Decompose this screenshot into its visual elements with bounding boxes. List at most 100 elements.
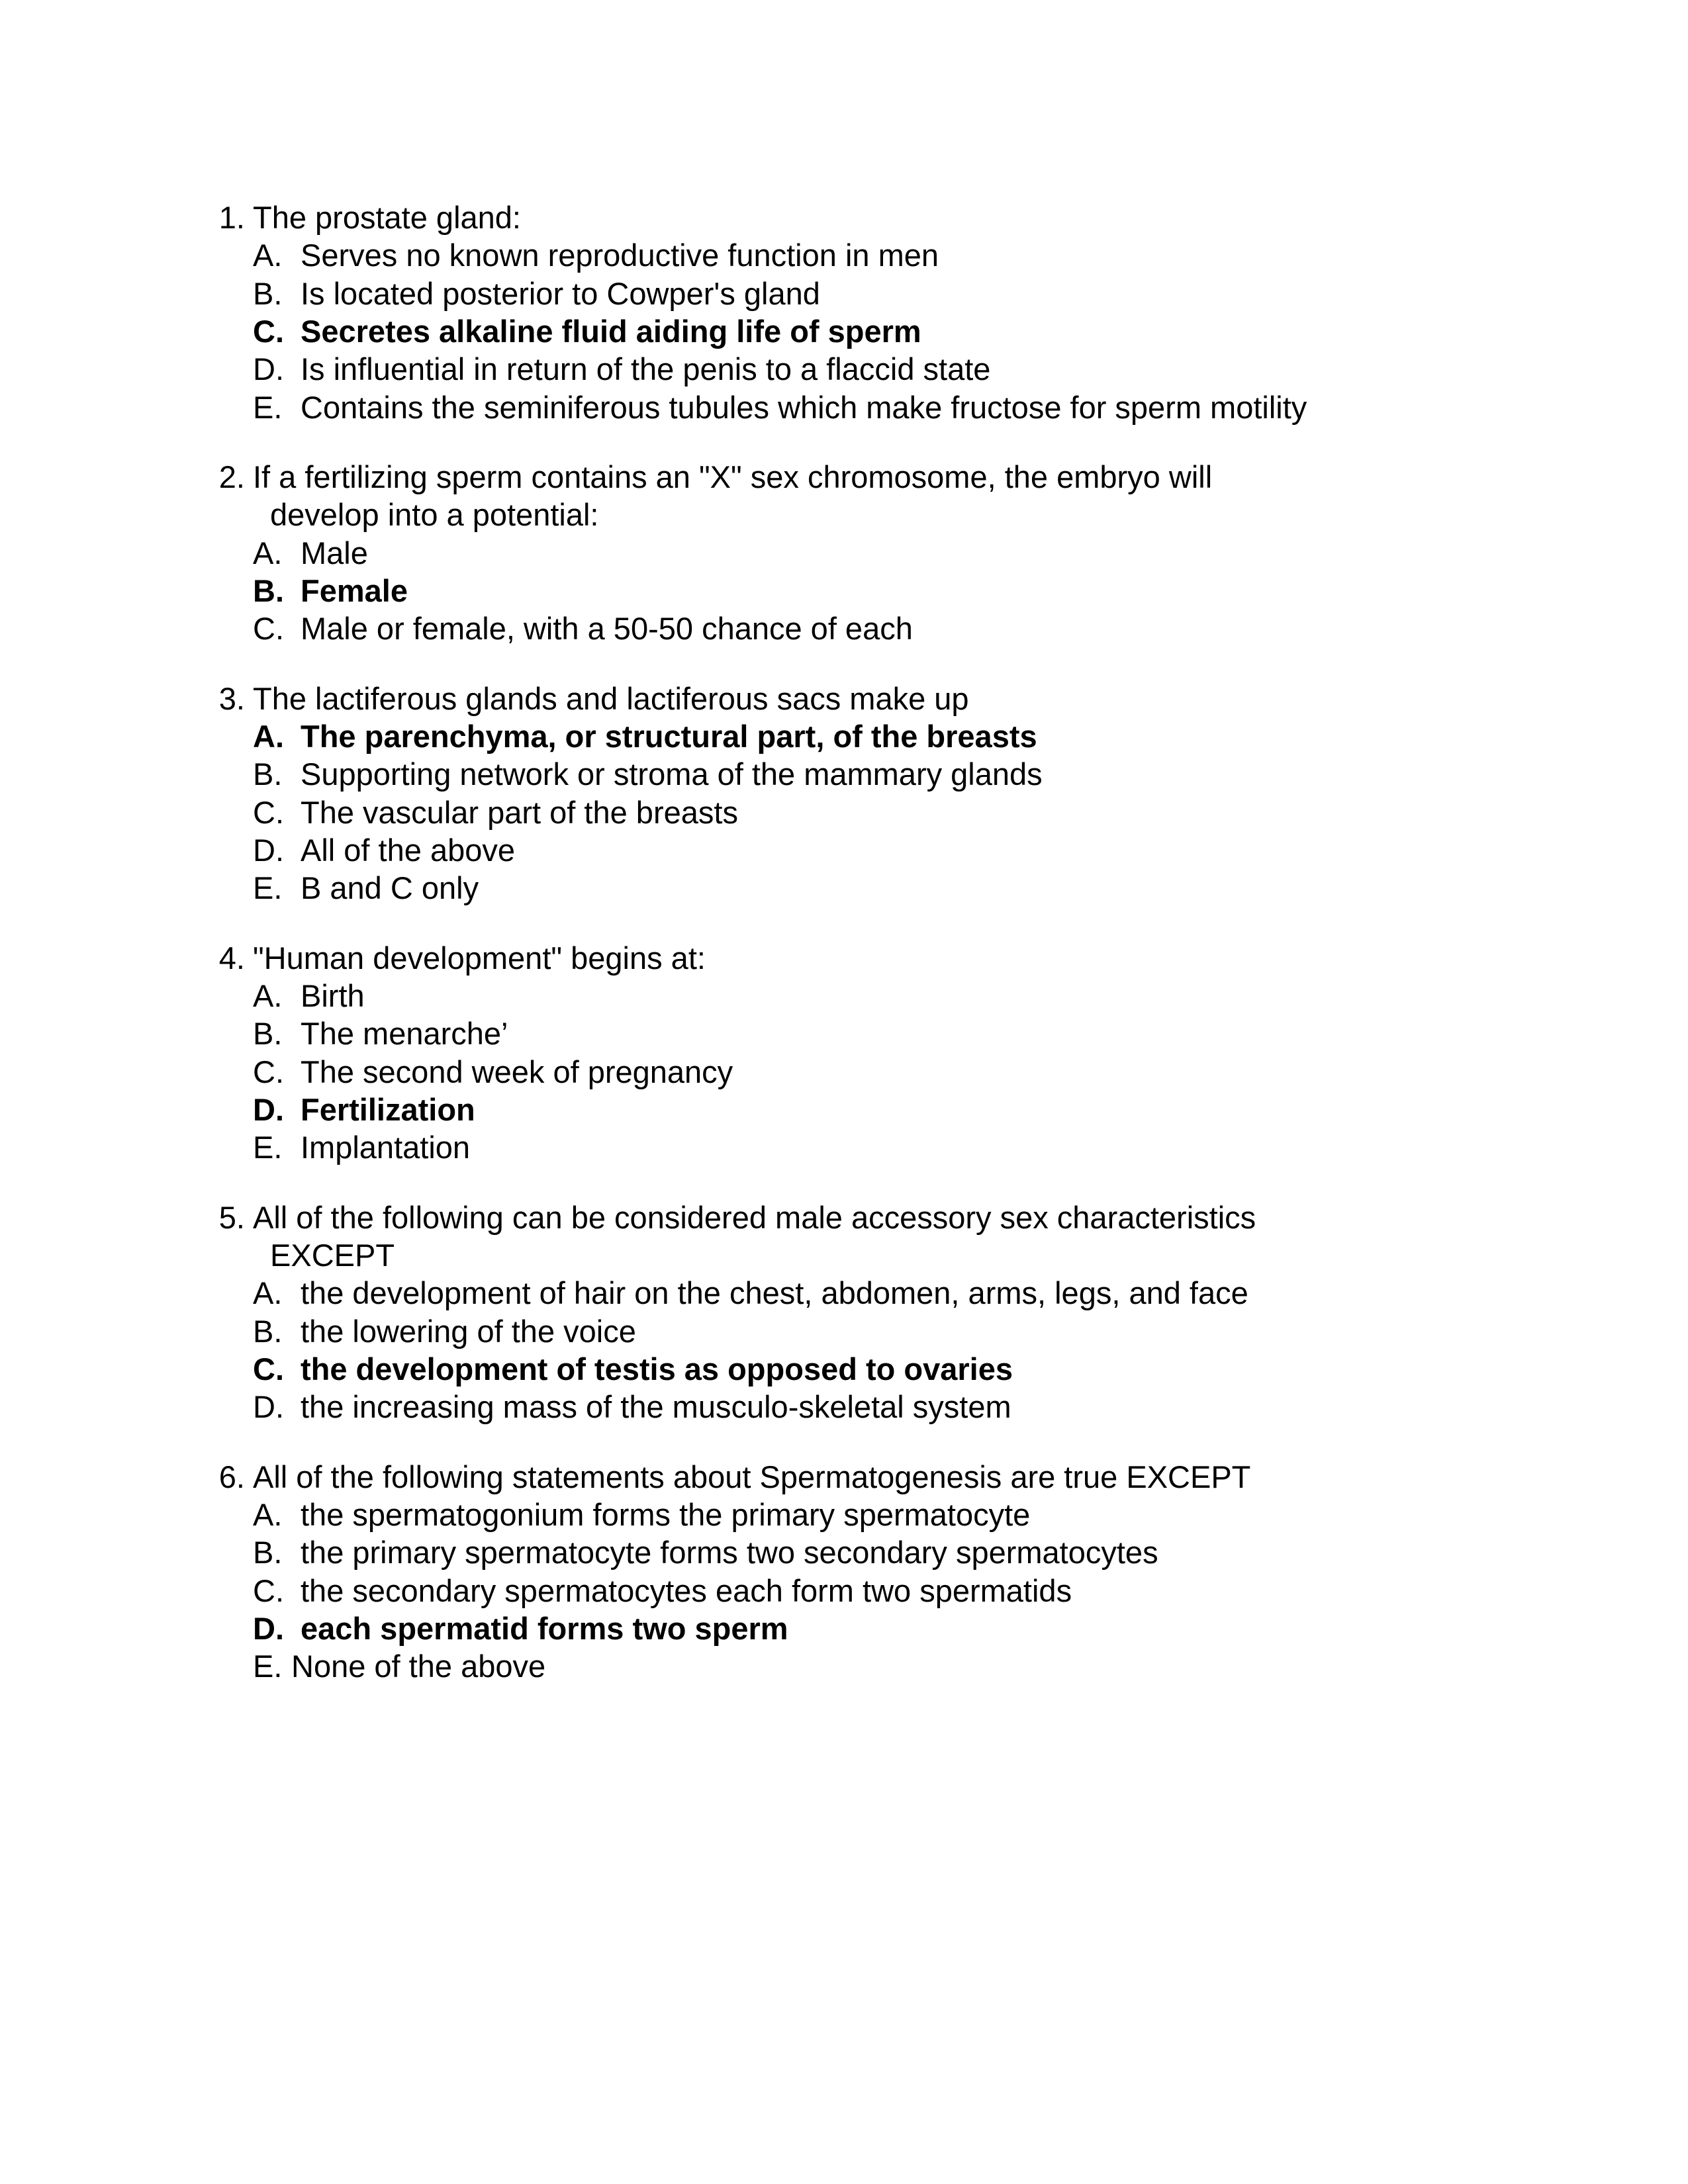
choice-text: All of the above — [301, 831, 1489, 869]
choice-letter: A. — [253, 717, 301, 755]
choice-text: Male — [301, 534, 1489, 572]
choice-text: the spermatogonium forms the primary spe… — [301, 1496, 1489, 1533]
choice-B: B. The menarche’ — [199, 1015, 1489, 1052]
choice-text: B and C only — [301, 869, 1489, 907]
choice-letter: D. — [253, 831, 301, 869]
choice-A: A. Birth — [199, 977, 1489, 1015]
choice-text: the development of testis as opposed to … — [301, 1350, 1489, 1388]
choice-letter: D. — [253, 350, 301, 388]
choice-text: Fertilization — [301, 1091, 1489, 1128]
choice-D: D. Is influential in return of the penis… — [199, 350, 1489, 388]
choice-text: The parenchyma, or structural part, of t… — [301, 717, 1489, 755]
choice-A: A. The parenchyma, or structural part, o… — [199, 717, 1489, 755]
choice-text: the increasing mass of the musculo-skele… — [301, 1388, 1489, 1426]
question-number: 2. — [199, 458, 253, 496]
question-stem: "Human development" begins at: — [253, 939, 1489, 977]
choice-D: D. each spermatid forms two sperm — [199, 1610, 1489, 1647]
choice-E: E. None of the above — [199, 1647, 1489, 1685]
question-stem-cont: EXCEPT — [199, 1236, 1489, 1274]
question-number: 5. — [199, 1199, 253, 1236]
choice-letter: E. — [253, 869, 301, 907]
question-stem-row: 5. All of the following can be considere… — [199, 1199, 1489, 1236]
choice-letter: B. — [253, 1015, 301, 1052]
choice-letter: B. — [253, 1533, 301, 1571]
choice-letter: C. — [253, 794, 301, 831]
choice-letter: D. — [253, 1091, 301, 1128]
choice-letter: A. — [253, 534, 301, 572]
choice-A: A. Male — [199, 534, 1489, 572]
choice-text: Supporting network or stroma of the mamm… — [301, 755, 1489, 793]
question-number: 6. — [199, 1458, 253, 1496]
choice-text: Contains the seminiferous tubules which … — [301, 388, 1489, 426]
choice-text: Birth — [301, 977, 1489, 1015]
choice-letter: D. — [253, 1610, 301, 1647]
choice-E: E. B and C only — [199, 869, 1489, 907]
question-stem: If a fertilizing sperm contains an "X" s… — [253, 458, 1489, 496]
choice-A: A. the development of hair on the chest,… — [199, 1274, 1489, 1312]
question-6: 6. All of the following statements about… — [199, 1458, 1489, 1686]
choice-E: E. Implantation — [199, 1128, 1489, 1166]
choice-letter: B. — [253, 755, 301, 793]
question-2: 2. If a fertilizing sperm contains an "X… — [199, 458, 1489, 648]
choice-text: Implantation — [301, 1128, 1489, 1166]
choice-E: E. Contains the seminiferous tubules whi… — [199, 388, 1489, 426]
choice-C: C. the development of testis as opposed … — [199, 1350, 1489, 1388]
choice-text: the secondary spermatocytes each form tw… — [301, 1572, 1489, 1610]
choice-C: C. The second week of pregnancy — [199, 1053, 1489, 1091]
choice-text: Is influential in return of the penis to… — [301, 350, 1489, 388]
question-number: 4. — [199, 939, 253, 977]
choice-text: The menarche’ — [301, 1015, 1489, 1052]
question-1: 1. The prostate gland: A. Serves no know… — [199, 199, 1489, 426]
choice-letter: C. — [253, 1572, 301, 1610]
choice-letter: A. — [253, 236, 301, 274]
choice-text: Female — [301, 572, 1489, 610]
question-stem: All of the following statements about Sp… — [253, 1458, 1489, 1496]
choice-text: the primary spermatocyte forms two secon… — [301, 1533, 1489, 1571]
question-stem: The prostate gland: — [253, 199, 1489, 236]
choice-letter: B. — [253, 1312, 301, 1350]
choice-D: D. the increasing mass of the musculo-sk… — [199, 1388, 1489, 1426]
choice-text: each spermatid forms two sperm — [301, 1610, 1489, 1647]
choice-letter: C. — [253, 312, 301, 350]
choice-letter: E. — [253, 388, 301, 426]
choice-text: None of the above — [291, 1647, 1489, 1685]
choice-A: A. Serves no known reproductive function… — [199, 236, 1489, 274]
choice-letter: A. — [253, 1274, 301, 1312]
choice-letter: A. — [253, 1496, 301, 1533]
choice-text: Male or female, with a 50-50 chance of e… — [301, 610, 1489, 647]
choice-letter: E. — [253, 1647, 291, 1685]
choice-text: Secretes alkaline fluid aiding life of s… — [301, 312, 1489, 350]
choice-B: B. the primary spermatocyte forms two se… — [199, 1533, 1489, 1571]
choice-letter: A. — [253, 977, 301, 1015]
choice-text: The vascular part of the breasts — [301, 794, 1489, 831]
choice-letter: E. — [253, 1128, 301, 1166]
question-5: 5. All of the following can be considere… — [199, 1199, 1489, 1426]
choice-C: C. Secretes alkaline fluid aiding life o… — [199, 312, 1489, 350]
question-stem-cont: develop into a potential: — [199, 496, 1489, 533]
choice-text: The second week of pregnancy — [301, 1053, 1489, 1091]
document-page: 1. The prostate gland: A. Serves no know… — [0, 0, 1688, 2184]
choice-letter: B. — [253, 275, 301, 312]
question-stem-row: 4. "Human development" begins at: — [199, 939, 1489, 977]
choice-B: B. Female — [199, 572, 1489, 610]
choice-text: the development of hair on the chest, ab… — [301, 1274, 1489, 1312]
choice-A: A. the spermatogonium forms the primary … — [199, 1496, 1489, 1533]
choice-text: Serves no known reproductive function in… — [301, 236, 1489, 274]
choice-C: C. the secondary spermatocytes each form… — [199, 1572, 1489, 1610]
choice-letter: B. — [253, 572, 301, 610]
choice-text: the lowering of the voice — [301, 1312, 1489, 1350]
choice-letter: C. — [253, 610, 301, 647]
choice-D: D. All of the above — [199, 831, 1489, 869]
question-stem-row: 6. All of the following statements about… — [199, 1458, 1489, 1496]
question-number: 1. — [199, 199, 253, 236]
question-stem-row: 1. The prostate gland: — [199, 199, 1489, 236]
choice-C: C. The vascular part of the breasts — [199, 794, 1489, 831]
choice-C: C. Male or female, with a 50-50 chance o… — [199, 610, 1489, 647]
question-stem: All of the following can be considered m… — [253, 1199, 1489, 1236]
question-stem: The lactiferous glands and lactiferous s… — [253, 680, 1489, 717]
choice-B: B. Is located posterior to Cowper's glan… — [199, 275, 1489, 312]
question-3: 3. The lactiferous glands and lactiferou… — [199, 680, 1489, 907]
question-4: 4. "Human development" begins at: A. Bir… — [199, 939, 1489, 1167]
question-number: 3. — [199, 680, 253, 717]
question-stem-row: 2. If a fertilizing sperm contains an "X… — [199, 458, 1489, 496]
